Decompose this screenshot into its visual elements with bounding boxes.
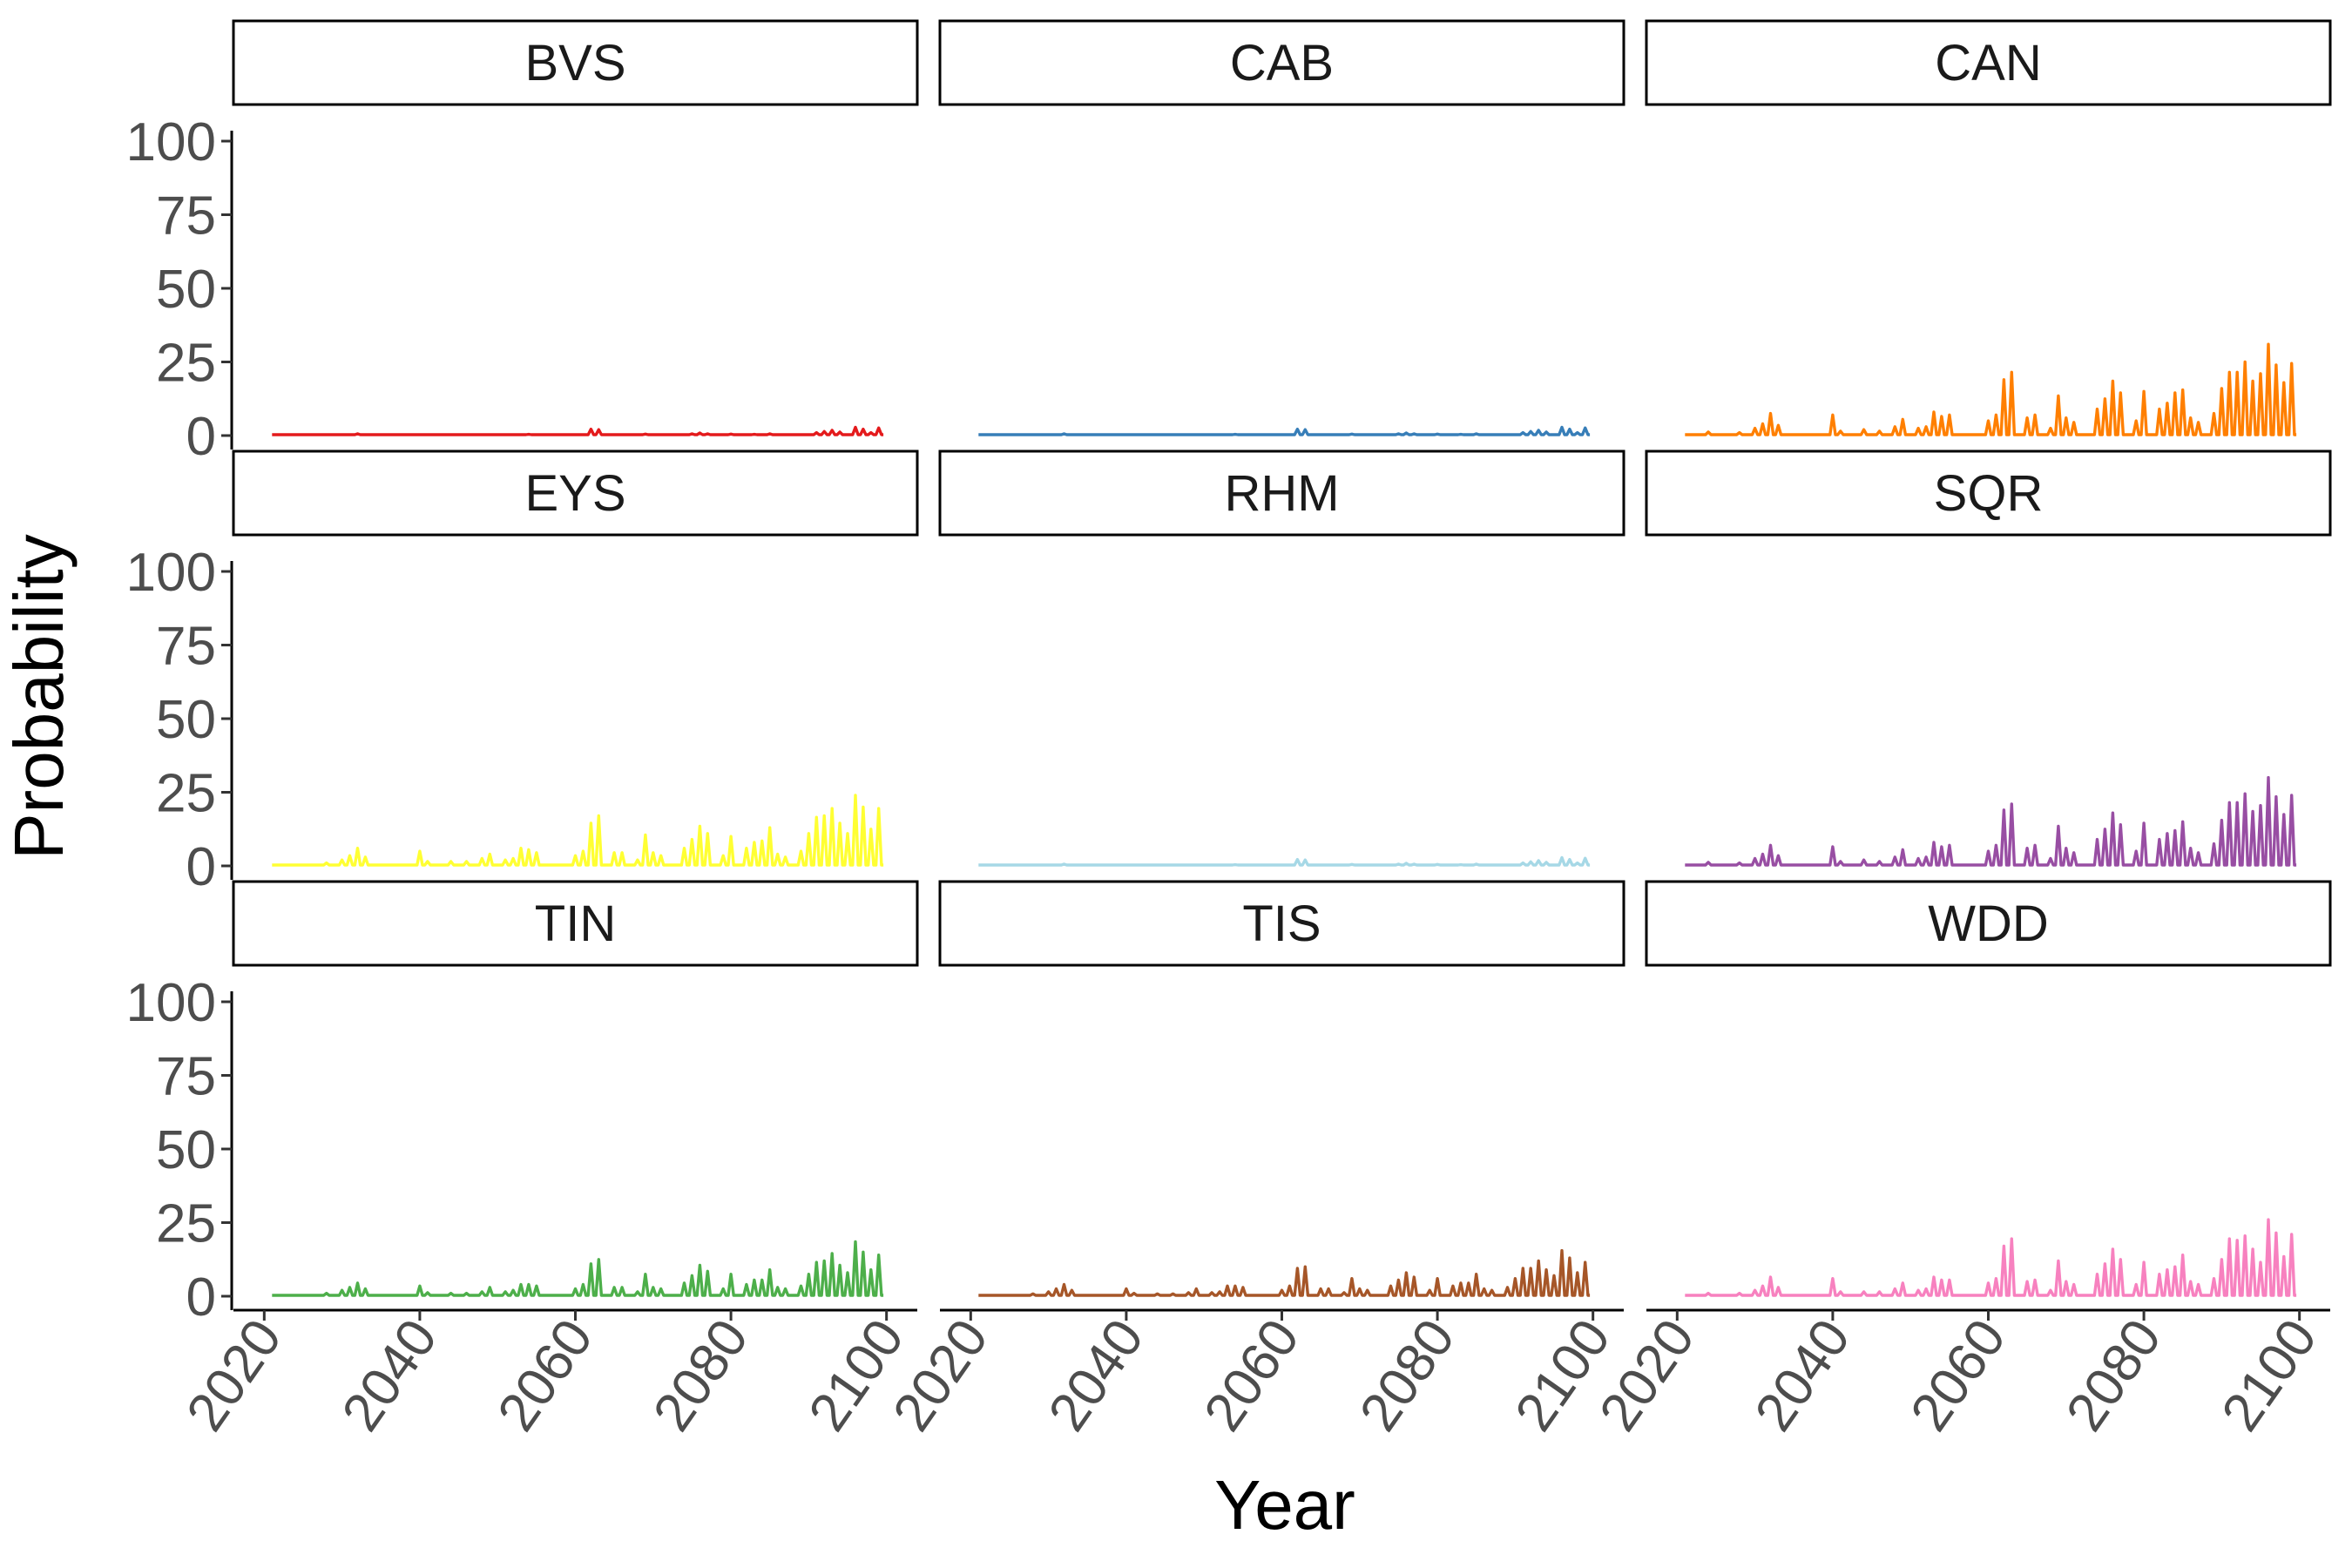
strip-cab	[938, 19, 1625, 106]
panel-rhm: RHM	[938, 449, 1625, 867]
panel-tis: TIS 2020 2040 2060 2080 2100	[882, 880, 1625, 1442]
x-tick-label: 2020	[175, 1308, 294, 1442]
strip-label: EYS	[524, 465, 625, 522]
x-tick-label: 2100	[1504, 1308, 1623, 1442]
x-tick-label: 2040	[1744, 1308, 1862, 1442]
y-tick-label: 75	[156, 617, 216, 677]
series-line-wdd	[1685, 1218, 2297, 1297]
series-line-cab	[978, 425, 1591, 436]
y-axis: 0 25 50 75 100	[126, 112, 233, 467]
y-axis: 0 25 50 75 100	[126, 543, 233, 897]
series-line-eys	[272, 794, 884, 867]
panel-bvs: BVS 0 25 50 75 100	[126, 19, 919, 467]
strip-eys	[232, 449, 919, 537]
facet-panels: BVS 0 25 50 75 100 CAB CAN EYS 0 25 50 75 100 RHM SQR TI…	[126, 19, 2332, 1442]
y-tick-label: 100	[126, 543, 216, 603]
x-tick-label: 2080	[1348, 1308, 1467, 1442]
y-tick-label: 50	[156, 260, 216, 320]
strip-sqr	[1645, 449, 2332, 537]
panel-eys: EYS 0 25 50 75 100	[126, 449, 919, 897]
y-tick-label: 50	[156, 690, 216, 750]
y-axis: 0 25 50 75 100	[126, 973, 233, 1328]
y-tick-label: 0	[186, 407, 216, 467]
strip-label: TIN	[535, 896, 616, 952]
panel-cab: CAB	[938, 19, 1625, 436]
x-tick-label: 2080	[2055, 1308, 2173, 1442]
strip-label: TIS	[1242, 896, 1321, 952]
x-tick-label: 2060	[1899, 1308, 2017, 1442]
x-tick-label: 2040	[1037, 1308, 1156, 1442]
series-line-can	[1685, 342, 2297, 436]
strip-tin	[232, 880, 919, 967]
x-tick-label: 2060	[1193, 1308, 1311, 1442]
y-tick-label: 25	[156, 1194, 216, 1254]
strip-label: CAN	[1935, 35, 2041, 91]
x-tick-label: 2080	[642, 1308, 760, 1442]
x-tick-label: 2040	[331, 1308, 449, 1442]
strip-label: BVS	[524, 35, 625, 91]
panel-sqr: SQR	[1645, 449, 2332, 867]
x-axis: 2020 2040 2060 2080 2100	[882, 1308, 1624, 1442]
series-line-tis	[978, 1248, 1591, 1297]
x-axis-title: Year	[1214, 1466, 1355, 1544]
strip-label: RHM	[1224, 465, 1339, 522]
y-tick-label: 75	[156, 1047, 216, 1107]
x-axis: 2020 2040 2060 2080 2100	[1588, 1308, 2330, 1442]
x-axis: 2020 2040 2060 2080 2100	[175, 1308, 917, 1442]
x-tick-label: 2100	[2211, 1308, 2329, 1442]
strip-wdd	[1645, 880, 2332, 967]
y-tick-label: 50	[156, 1120, 216, 1180]
strip-label: WDD	[1928, 896, 2049, 952]
y-tick-label: 100	[126, 112, 216, 172]
panel-tin: TIN 0 25 50 75 100 2020 2040 2060 2080 2100	[126, 880, 919, 1442]
strip-label: CAB	[1230, 35, 1334, 91]
y-tick-label: 75	[156, 186, 216, 247]
strip-rhm	[938, 449, 1625, 537]
y-tick-label: 0	[186, 837, 216, 897]
y-tick-label: 0	[186, 1267, 216, 1328]
panel-can: CAN	[1645, 19, 2332, 436]
x-tick-label: 2020	[1588, 1308, 1707, 1442]
series-line-rhm	[978, 855, 1591, 867]
x-tick-label: 2020	[882, 1308, 1000, 1442]
y-tick-label: 100	[126, 973, 216, 1033]
strip-tis	[938, 880, 1625, 967]
series-line-bvs	[272, 425, 884, 436]
series-line-tin	[272, 1240, 884, 1297]
x-tick-label: 2100	[798, 1308, 916, 1442]
panel-wdd: WDD 2020 2040 2060 2080 2100	[1588, 880, 2332, 1442]
y-tick-label: 25	[156, 764, 216, 824]
strip-label: SQR	[1934, 465, 2044, 522]
y-tick-label: 25	[156, 334, 216, 394]
y-axis-title: Probability	[0, 534, 78, 860]
x-tick-label: 2060	[486, 1308, 605, 1442]
strip-can	[1645, 19, 2332, 106]
series-line-sqr	[1685, 775, 2297, 867]
strip-bvs	[232, 19, 919, 106]
